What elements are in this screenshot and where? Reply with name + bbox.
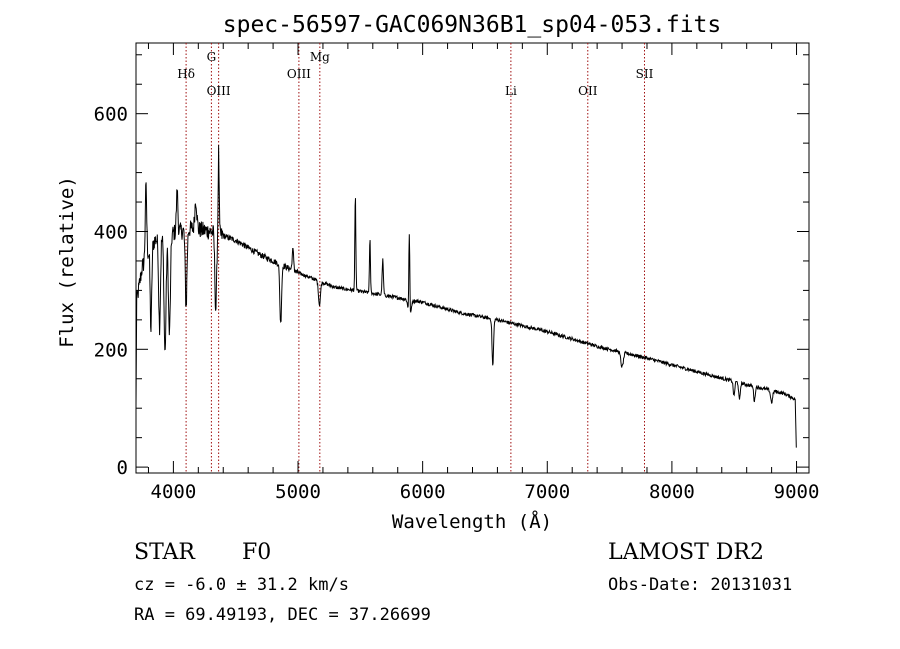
y-tick-label: 0 (117, 457, 128, 479)
spectral-line-label: OIII (287, 67, 311, 81)
object-class: STAR (134, 540, 196, 565)
x-axis-title: Wavelength (Å) (392, 510, 552, 533)
spectrum-line (135, 145, 797, 448)
spectral-line-markers: Hδ G OIII OIII Mg Li OII SII (177, 43, 654, 473)
x-tick-label: 7000 (524, 481, 570, 503)
y-tick-label: 200 (94, 339, 128, 361)
spectral-line-label: Li (505, 84, 517, 98)
y-tick-label: 600 (94, 104, 128, 126)
object-subclass: F0 (242, 540, 271, 565)
x-tick-label: 5000 (275, 481, 321, 503)
survey-name: LAMOST DR2 (608, 540, 764, 565)
spectral-line-label: OII (578, 84, 598, 98)
redshift-cz: cz = -6.0 ± 31.2 km/s (134, 575, 349, 595)
spectral-line-label: Mg (310, 50, 330, 64)
y-tick-label: 400 (94, 221, 128, 243)
y-axis-title: Flux (relative) (56, 176, 78, 348)
spectral-line-label: G (207, 50, 217, 64)
observation-date: Obs-Date: 20131031 (608, 575, 792, 595)
plot-frame (135, 42, 810, 474)
spectral-line-label: Hδ (177, 67, 195, 81)
x-tick-label: 4000 (151, 481, 197, 503)
x-tick-label: 9000 (774, 481, 820, 503)
axis-ticks: 4000 5000 6000 7000 8000 9000 0 200 400 600 (94, 43, 820, 503)
spectral-line-label: SII (636, 67, 654, 81)
coordinates: RA = 69.49193, DEC = 37.26699 (134, 605, 431, 625)
x-tick-label: 8000 (649, 481, 695, 503)
spectral-line-label: OIII (207, 84, 231, 98)
chart-title: spec-56597-GAC069N36B1_sp04-053.fits (223, 12, 722, 38)
x-tick-label: 6000 (400, 481, 446, 503)
